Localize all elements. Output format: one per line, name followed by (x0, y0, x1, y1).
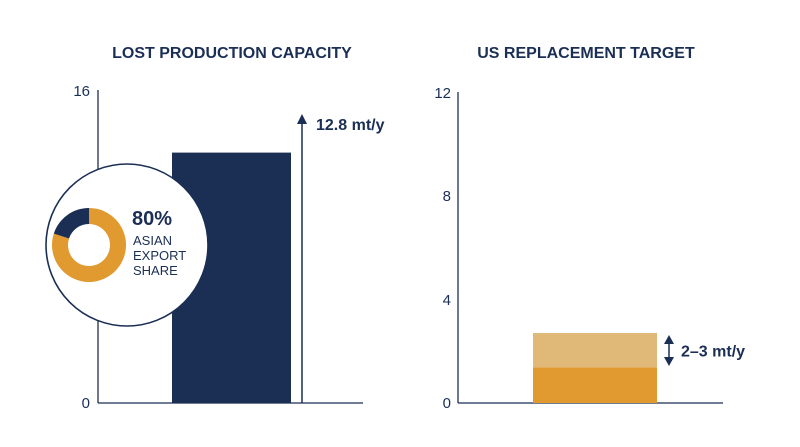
donut-slice-other (53, 208, 89, 239)
left-y-tick-label: 16 (73, 83, 90, 100)
right-y-tick-label: 0 (443, 395, 451, 412)
right-chart: US REPLACEMENT TARGET 0 4 8 12 2–3 mt/y (434, 45, 745, 412)
export-share-label-line: SHARE (133, 263, 178, 278)
right-chart-title: US REPLACEMENT TARGET (477, 45, 695, 62)
capacity-arrow-head (297, 114, 307, 124)
export-share-percent: 80% (132, 208, 172, 230)
donut-slice-asian-export (51, 208, 126, 282)
asian-export-callout: 80% ASIAN EXPORT SHARE (45, 163, 209, 327)
export-share-label-line: ASIAN (133, 233, 172, 248)
left-chart-title: LOST PRODUCTION CAPACITY (112, 45, 352, 62)
capacity-annotation: 12.8 mt/y (316, 117, 385, 134)
target-bar-high-range (533, 333, 657, 368)
target-bar-low (533, 367, 657, 403)
right-y-tick-label: 8 (443, 188, 451, 205)
right-y-tick-label: 4 (443, 292, 451, 309)
range-annotation: 2–3 mt/y (681, 344, 745, 361)
export-share-label-line: EXPORT (133, 248, 186, 263)
left-chart: LOST PRODUCTION CAPACITY 0 16 12.8 mt/y … (45, 45, 385, 412)
range-arrow-head-down (664, 357, 674, 366)
right-y-tick-label: 12 (434, 85, 451, 102)
left-y-tick-label: 0 (82, 395, 90, 412)
callout-circle (45, 163, 209, 327)
range-arrow-head-up (664, 335, 674, 345)
donut-chart (51, 208, 126, 282)
